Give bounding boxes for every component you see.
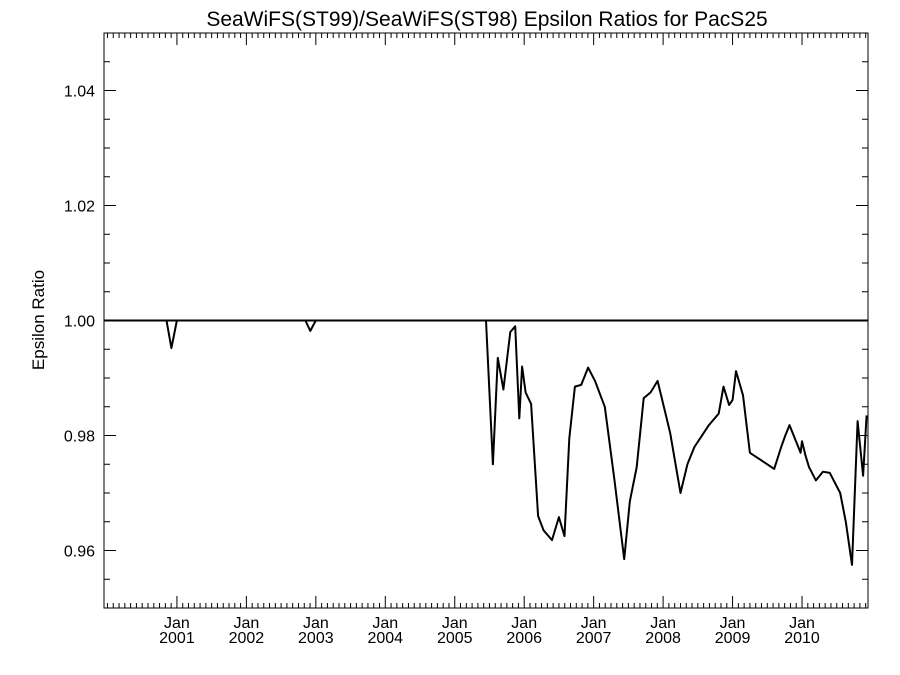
- x-tick-month-label: Jan: [164, 615, 190, 632]
- series-line: [104, 319, 868, 566]
- series-layer: [104, 319, 868, 566]
- chart-title: SeaWiFS(ST99)/SeaWiFS(ST98) Epsilon Rati…: [206, 8, 767, 31]
- y-tick-label: 0.98: [64, 429, 95, 446]
- x-tick-month-label: Jan: [303, 615, 329, 632]
- x-tick-year-label: 2004: [367, 630, 403, 647]
- y-tick-label: 1.00: [64, 314, 95, 331]
- x-tick-month-label: Jan: [372, 615, 398, 632]
- x-tick-year-label: 2006: [506, 630, 542, 647]
- x-tick-year-label: 2001: [159, 630, 195, 647]
- x-tick-month-label: Jan: [511, 615, 537, 632]
- plot-frame: [103, 32, 869, 609]
- x-tick-year-label: 2007: [576, 630, 612, 647]
- x-tick-month-label: Jan: [581, 615, 607, 632]
- tick-labels: 0.960.981.001.021.04Jan2001Jan2002Jan200…: [64, 84, 820, 648]
- x-tick-year-label: 2009: [715, 630, 751, 647]
- x-tick-month-label: Jan: [442, 615, 468, 632]
- x-tick-month-label: Jan: [233, 615, 259, 632]
- x-tick-year-label: 2005: [437, 630, 473, 647]
- x-tick-month-label: Jan: [720, 615, 746, 632]
- x-tick-month-label: Jan: [650, 615, 676, 632]
- y-tick-label: 1.02: [64, 199, 95, 216]
- x-tick-year-label: 2003: [298, 630, 334, 647]
- y-tick-label: 0.96: [64, 544, 95, 561]
- x-tick-year-label: 2010: [784, 630, 820, 647]
- x-tick-year-label: 2008: [645, 630, 681, 647]
- y-axis-label: Epsilon Ratio: [29, 270, 48, 370]
- x-tick-year-label: 2002: [229, 630, 265, 647]
- x-tick-month-label: Jan: [789, 615, 815, 632]
- y-tick-label: 1.04: [64, 84, 95, 101]
- axis-ticks: [104, 32, 868, 609]
